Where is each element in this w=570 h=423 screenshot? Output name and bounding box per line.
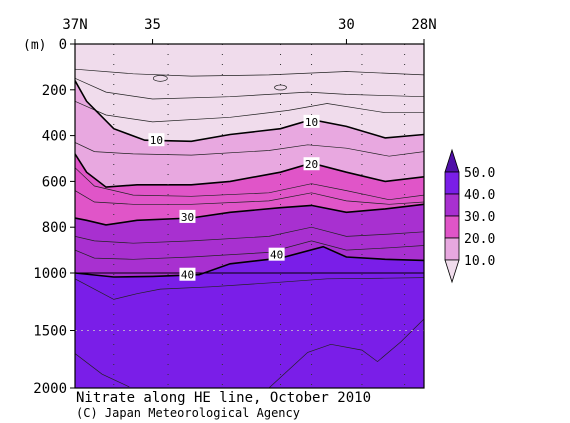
- contour-label-bg: [268, 247, 285, 261]
- plot-area: [75, 44, 424, 388]
- x-tick-label: 30: [338, 17, 355, 33]
- axes: 0 200 400 600 800 1000 1500 2000 (m) 37N 35 30 28N: [23, 17, 437, 397]
- x-tick-label: 35: [144, 17, 161, 33]
- y-tick-label: 400: [42, 129, 67, 145]
- contour-label: 10: [305, 116, 318, 129]
- chart-credit: (C) Japan Meteorological Agency: [76, 406, 300, 420]
- thin-contour: [75, 277, 424, 300]
- closed-contour: [152, 74, 168, 82]
- contour-label: 30: [181, 211, 194, 224]
- bold-contour-30: [75, 203, 424, 226]
- chart-title: Nitrate along HE line, October 2010: [76, 390, 372, 406]
- thin-contour: [75, 68, 424, 77]
- y-tick-label: 200: [42, 83, 67, 99]
- x-tick-label: 28N: [411, 17, 436, 33]
- colorbar: 50.0 40.0 30.0 20.0 10.0: [444, 148, 495, 284]
- thin-contour: [75, 77, 424, 100]
- bold-contour-20: [75, 153, 424, 188]
- colorbar-segment: [444, 215, 460, 239]
- contour-label: 20: [305, 158, 318, 171]
- y-unit-label: (m): [23, 38, 46, 53]
- thin-contour: [75, 100, 424, 123]
- y-tick-label: 0: [59, 37, 67, 53]
- y-tick-label: 800: [42, 220, 67, 236]
- colorbar-segment: [444, 237, 460, 261]
- fill-band-below-10: [75, 44, 424, 142]
- colorbar-label: 20.0: [464, 232, 495, 247]
- bold-contour-40: [75, 245, 424, 278]
- colorbar-label: 10.0: [464, 254, 495, 269]
- contour-label: 40: [270, 249, 283, 262]
- contour-label: 10: [150, 134, 163, 147]
- thin-contour: [75, 226, 424, 244]
- x-tick-label: 37N: [62, 17, 87, 33]
- bold-contour-10: [75, 80, 424, 143]
- thin-contour: [75, 190, 424, 205]
- contour-labels: 10 10 20 30 40 40: [148, 114, 320, 282]
- thin-contour: [268, 318, 424, 388]
- thin-contour: [75, 167, 424, 201]
- contour-label: 40: [181, 269, 194, 282]
- y-tick-label: 600: [42, 174, 67, 190]
- colorbar-label: 50.0: [464, 166, 495, 181]
- colorbar-segment: [444, 171, 460, 195]
- contour-label-bg: [303, 114, 320, 128]
- contour-label-bg: [148, 133, 165, 147]
- contour-label-bg: [179, 267, 196, 281]
- thin-contour: [75, 142, 424, 157]
- colorbar-label: 40.0: [464, 188, 495, 203]
- y-tick-label: 1500: [33, 324, 67, 340]
- closed-contour: [274, 84, 287, 91]
- colorbar-bottom-arrow: [444, 259, 460, 284]
- contour-label-bg: [303, 157, 320, 171]
- thin-contour: [75, 353, 130, 388]
- contour-label-bg: [179, 209, 196, 223]
- y-tick-label: 1000: [33, 266, 67, 282]
- y-tick-label: 2000: [33, 381, 67, 397]
- plot-frame: [74, 43, 425, 389]
- colorbar-segment: [444, 193, 460, 217]
- colorbar-label: 30.0: [464, 210, 495, 225]
- colorbar-top-arrow: [444, 148, 460, 173]
